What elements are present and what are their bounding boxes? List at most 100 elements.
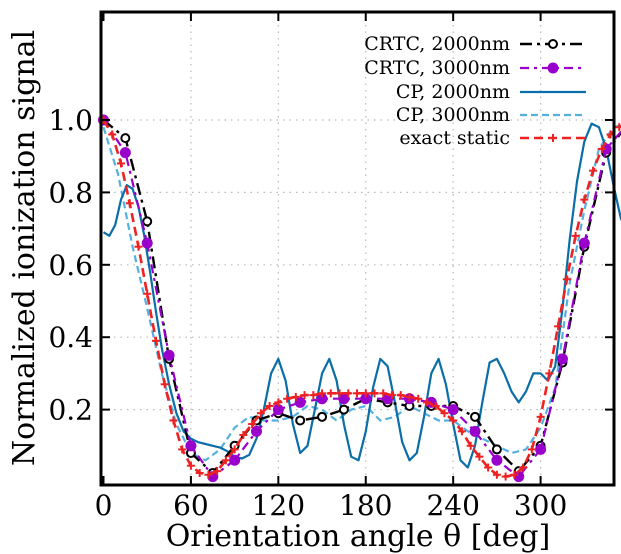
y-axis-label: Normalized ionization signal [7, 30, 42, 466]
data-point [545, 369, 554, 378]
data-point [491, 454, 503, 466]
x-tick-label: 0 [95, 489, 113, 522]
data-point [185, 440, 197, 452]
data-point [353, 389, 362, 398]
legend-label: CRTC, 2000nm [364, 33, 510, 55]
data-point [125, 199, 134, 208]
data-point [501, 472, 510, 481]
x-tick-label: 240 [426, 489, 479, 522]
data-point [300, 391, 309, 400]
data-point [338, 404, 349, 415]
data-point [396, 391, 405, 400]
grid [101, 12, 614, 485]
plot-frame [99, 10, 616, 487]
data-point [549, 134, 557, 142]
data-point [213, 467, 222, 476]
data-point [431, 401, 440, 410]
data-point [119, 147, 131, 159]
data-point [151, 336, 160, 345]
data-point [615, 123, 621, 132]
data-point [589, 166, 598, 175]
data-point [387, 391, 396, 400]
data-point [178, 445, 187, 454]
data-point [547, 62, 559, 74]
y-tick-label: 0.4 [48, 321, 93, 354]
data-point [142, 216, 153, 227]
data-point [186, 461, 195, 470]
data-point [414, 394, 423, 403]
data-point [469, 425, 481, 437]
series-4 [99, 116, 621, 481]
y-tick-label: 0.6 [48, 249, 93, 282]
data-point [527, 445, 536, 454]
data-point [580, 195, 589, 204]
data-point [554, 322, 563, 331]
data-point [248, 420, 257, 429]
data-point [274, 398, 283, 407]
data-point [422, 398, 431, 407]
data-point [143, 289, 152, 298]
data-point [597, 144, 606, 153]
data-point [195, 468, 204, 477]
data-point [265, 401, 274, 410]
data-point [291, 392, 300, 401]
data-point [475, 452, 484, 461]
data-point [405, 392, 414, 401]
data-point [318, 389, 327, 398]
data-point [379, 389, 388, 398]
data-point [134, 242, 143, 251]
series-2 [102, 122, 621, 469]
data-point [457, 427, 466, 436]
ticks: 0 60 120 180 240 300 0.2 0.4 0.6 0.8 1.0 [48, 12, 614, 522]
data-point [169, 416, 178, 425]
data-point [326, 389, 335, 398]
data-point [519, 463, 528, 472]
legend-label: CRTC, 3000nm [364, 57, 510, 79]
x-axis-label: Orientation angle θ [deg] [166, 519, 551, 554]
data-point [283, 394, 292, 403]
x-tick-label: 60 [173, 489, 209, 522]
data-point [578, 237, 590, 249]
data-point [361, 389, 370, 398]
data-point [370, 389, 379, 398]
data-point [484, 463, 493, 472]
data-point [571, 231, 580, 240]
data-point [447, 404, 459, 416]
data-point [317, 411, 328, 422]
data-point [120, 133, 131, 144]
x-tick-label: 120 [252, 489, 305, 522]
data-point [466, 441, 475, 450]
y-tick-label: 1.0 [48, 104, 93, 137]
y-tick-label: 0.2 [48, 394, 93, 427]
data-point [141, 237, 153, 249]
series-layer [98, 114, 621, 483]
data-point [492, 470, 501, 479]
data-point [536, 412, 545, 421]
data-point [250, 425, 262, 437]
data-point [440, 409, 449, 418]
x-tick-label: 180 [339, 489, 392, 522]
data-point [470, 411, 481, 422]
data-point [108, 130, 117, 139]
data-point [204, 470, 213, 479]
x-tick-label: 300 [514, 489, 567, 522]
data-point [116, 159, 125, 168]
data-point [335, 389, 344, 398]
data-point [510, 470, 519, 479]
data-point [535, 443, 547, 455]
data-point [256, 409, 265, 418]
data-point [562, 275, 571, 284]
data-point [344, 389, 353, 398]
data-point [556, 353, 568, 365]
y-tick-label: 0.8 [48, 176, 93, 209]
data-point [491, 444, 502, 455]
data-point [160, 380, 169, 389]
data-point [163, 349, 175, 361]
data-point [548, 39, 558, 49]
data-point [230, 445, 239, 454]
data-point [294, 396, 306, 408]
data-point [295, 415, 306, 426]
data-point [239, 430, 248, 439]
